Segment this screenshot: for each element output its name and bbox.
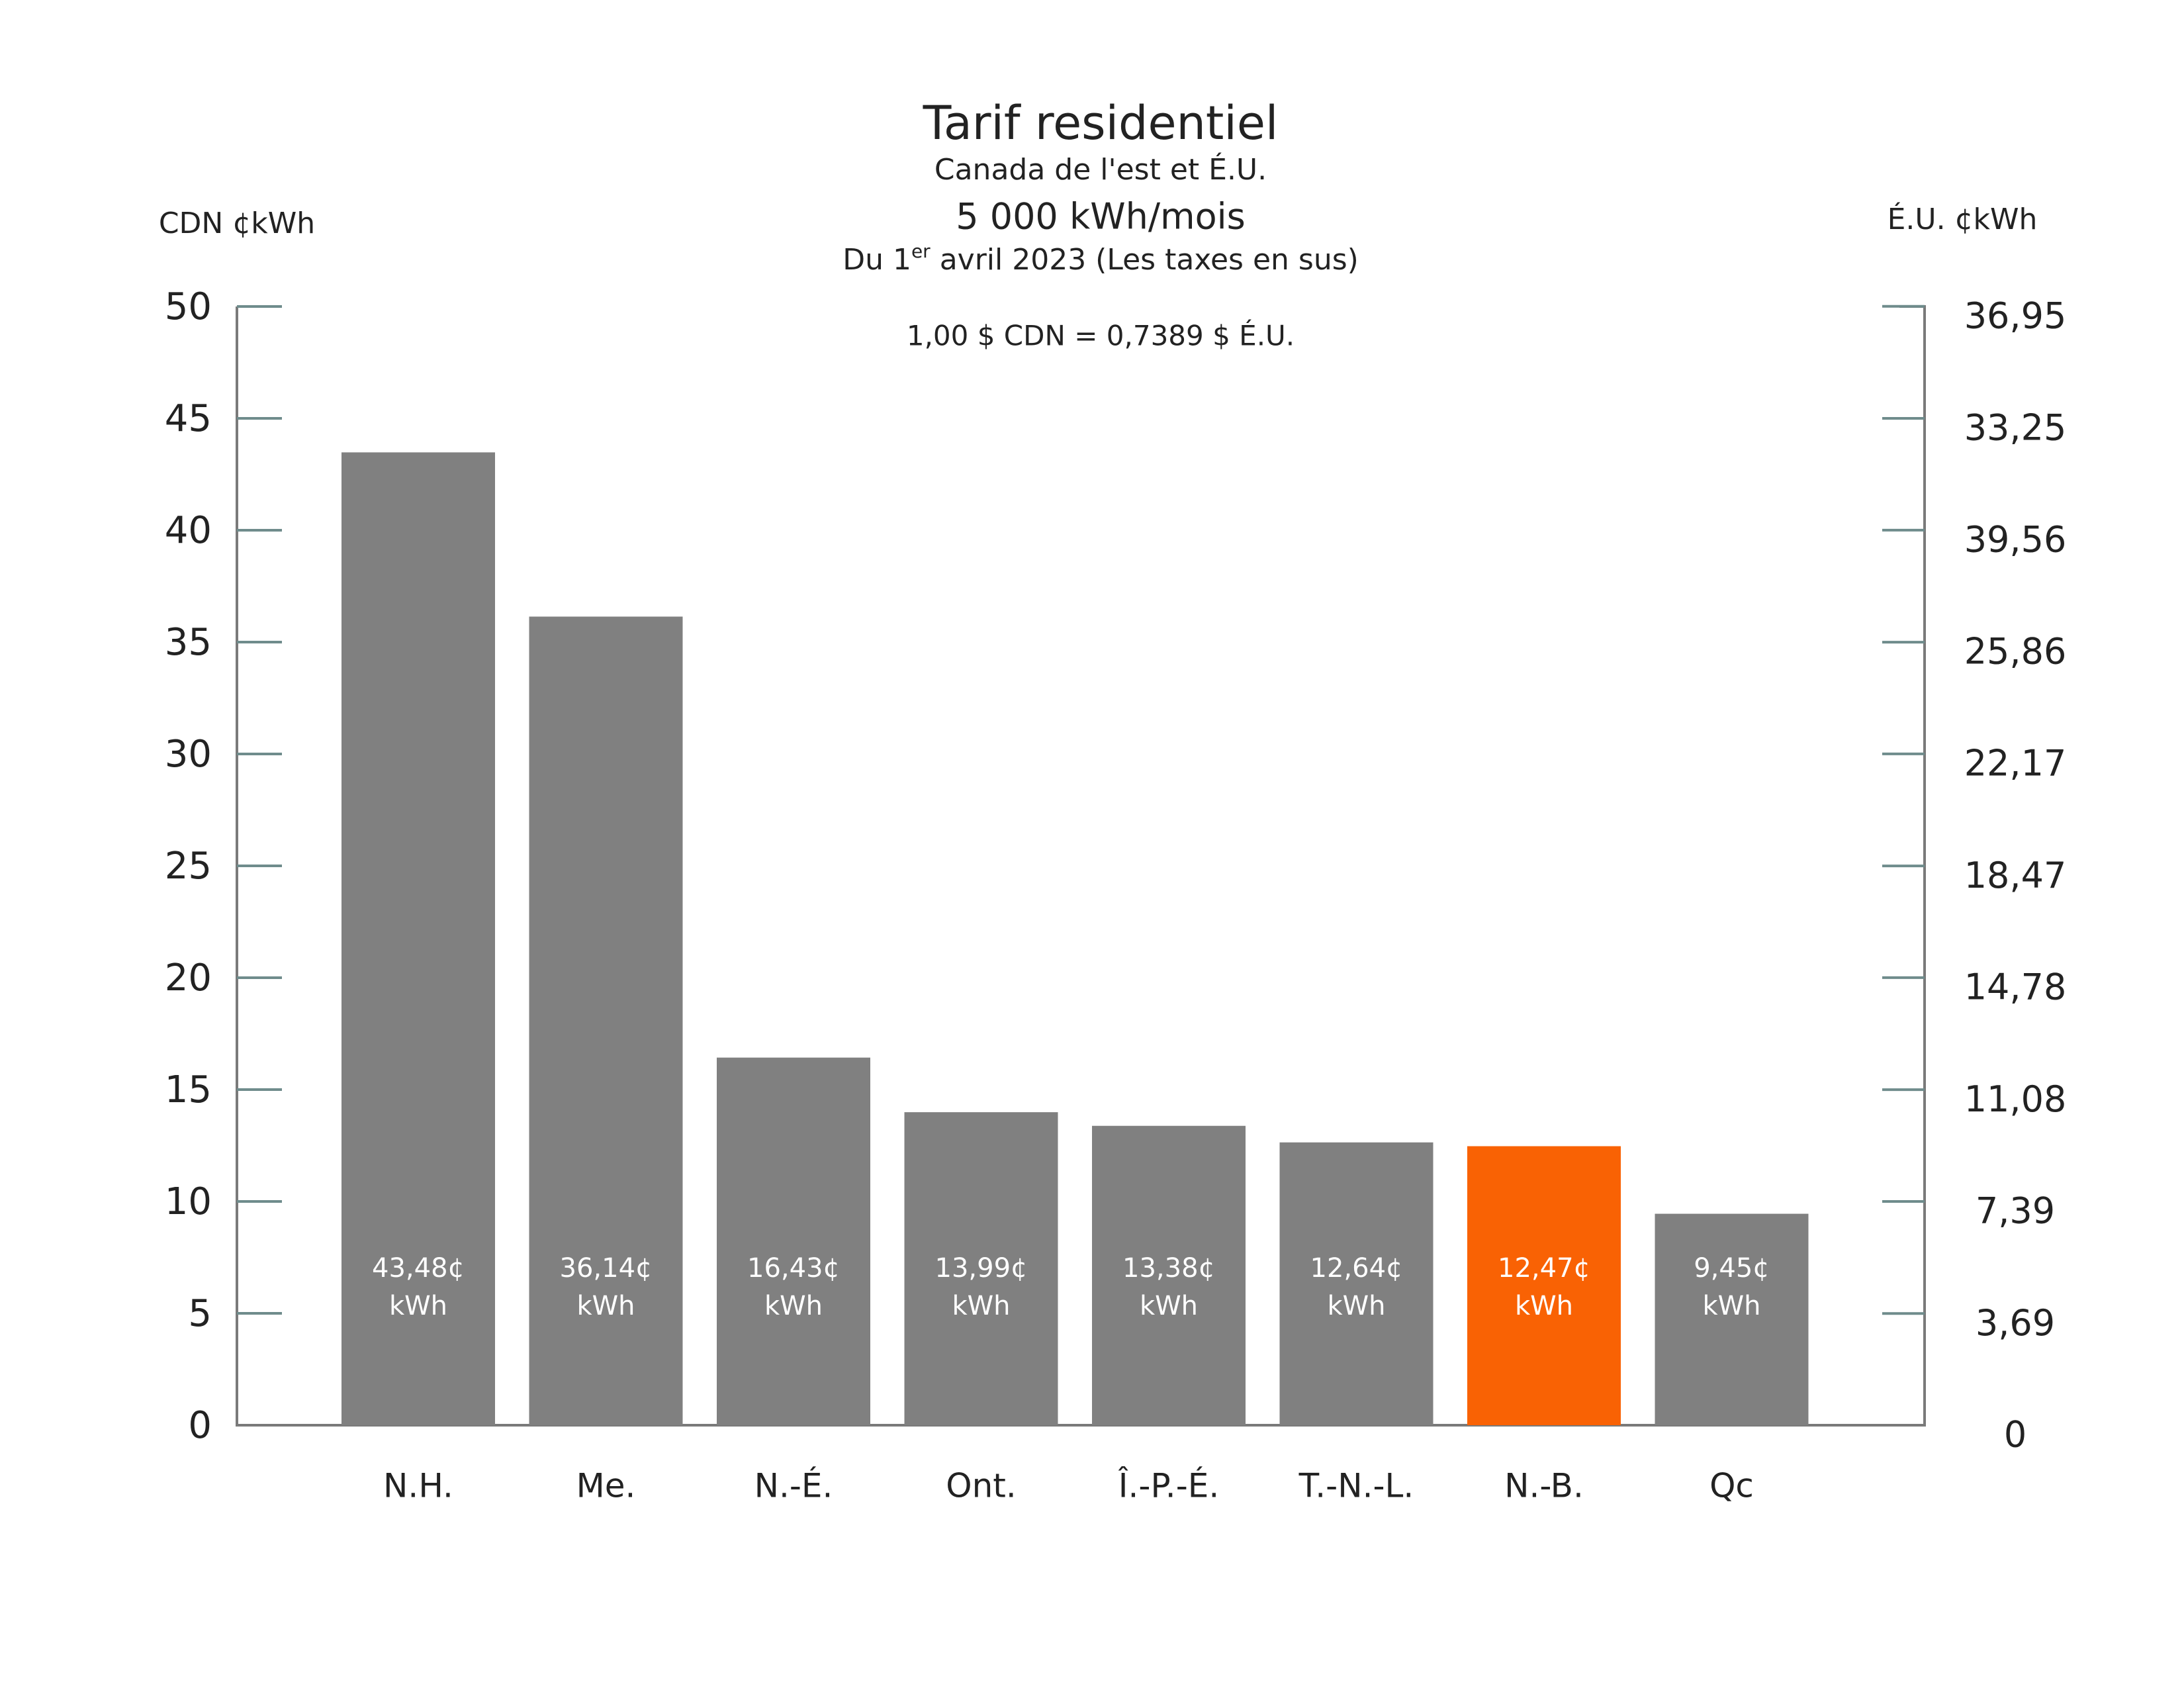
x-tick-label: Qc (1709, 1467, 1754, 1505)
y-tick-label: 5 (188, 1292, 212, 1335)
y2-tick-label: 22,17 (1964, 743, 2067, 784)
chart-title: Tarif residentiel (923, 96, 1279, 150)
bar (341, 452, 495, 1425)
y-tick-label: 10 (165, 1180, 212, 1223)
value-label: 16,43¢ (747, 1253, 840, 1284)
x-tick-label: N.H. (383, 1467, 453, 1505)
chart-subtitle: Canada de l'est et É.U. (934, 152, 1267, 187)
y-tick-label: 35 (165, 621, 212, 664)
y-tick-label: 45 (165, 397, 212, 440)
value-label-unit: kWh (389, 1291, 447, 1321)
value-label: 12,47¢ (1498, 1253, 1590, 1284)
bar (904, 1112, 1058, 1425)
date-note-part: Du 1 (842, 243, 911, 277)
date-note-sup: er (911, 240, 931, 262)
x-tick-label: N.-É. (754, 1466, 833, 1505)
value-label: 9,45¢ (1694, 1253, 1770, 1284)
date-note: Du 1er avril 2023 (Les taxes en sus) (842, 240, 1359, 277)
y-axis-label: CDN ¢kWh (159, 207, 315, 240)
y2-tick-label: 39,56 (1964, 518, 2067, 560)
y2-axis-label: É.U. ¢kWh (1888, 201, 2038, 236)
chart-subtitle: 5 000 kWh/mois (956, 196, 1246, 238)
y2-tick-label: 14,78 (1964, 966, 2067, 1008)
y2-tick-label: 7,39 (1976, 1190, 2055, 1232)
value-label-unit: kWh (952, 1291, 1010, 1321)
value-label: 13,99¢ (935, 1253, 1028, 1284)
y-tick-label: 30 (165, 733, 212, 776)
value-label-unit: kWh (764, 1291, 823, 1321)
bar (1092, 1125, 1246, 1425)
bar (1279, 1142, 1433, 1425)
y-tick-label: 50 (165, 285, 212, 328)
bar (1467, 1146, 1621, 1425)
y-tick-label: 0 (188, 1404, 212, 1447)
y-tick-label: 15 (165, 1068, 212, 1111)
value-label-unit: kWh (1515, 1291, 1573, 1321)
value-label-unit: kWh (1702, 1291, 1760, 1321)
date-note-part: avril 2023 (Les taxes en sus) (931, 243, 1359, 277)
value-label: 12,64¢ (1310, 1253, 1403, 1284)
value-label-unit: kWh (1140, 1291, 1198, 1321)
value-label: 13,38¢ (1122, 1253, 1215, 1284)
value-label: 43,48¢ (372, 1253, 465, 1284)
x-tick-label: Ont. (946, 1467, 1017, 1505)
x-tick-label: Me. (576, 1467, 636, 1505)
y-tick-label: 20 (165, 957, 212, 1000)
y2-tick-label: 0 (2004, 1414, 2026, 1456)
x-tick-label: Î.-P.-É. (1118, 1466, 1219, 1505)
y2-tick-label: 3,69 (1976, 1302, 2055, 1344)
value-label-unit: kWh (1327, 1291, 1385, 1321)
bar (1655, 1213, 1809, 1425)
value-label: 36,14¢ (560, 1253, 653, 1284)
y-tick-label: 40 (165, 509, 212, 552)
annotation: 1,00 $ CDN = 0,7389 $ É.U. (907, 319, 1295, 352)
x-tick-label: T.-N.-L. (1298, 1467, 1414, 1505)
x-tick-label: N.-B. (1504, 1467, 1584, 1505)
value-label-unit: kWh (576, 1291, 635, 1321)
y2-tick-label: 36,95 (1964, 295, 2067, 336)
y2-tick-label: 33,25 (1964, 407, 2067, 449)
bar (529, 616, 683, 1425)
bar (717, 1057, 870, 1425)
y-tick-label: 25 (165, 845, 212, 888)
y2-tick-label: 11,08 (1964, 1078, 2067, 1120)
y2-tick-label: 18,47 (1964, 855, 2067, 896)
y2-tick-label: 25,86 (1964, 631, 2067, 673)
